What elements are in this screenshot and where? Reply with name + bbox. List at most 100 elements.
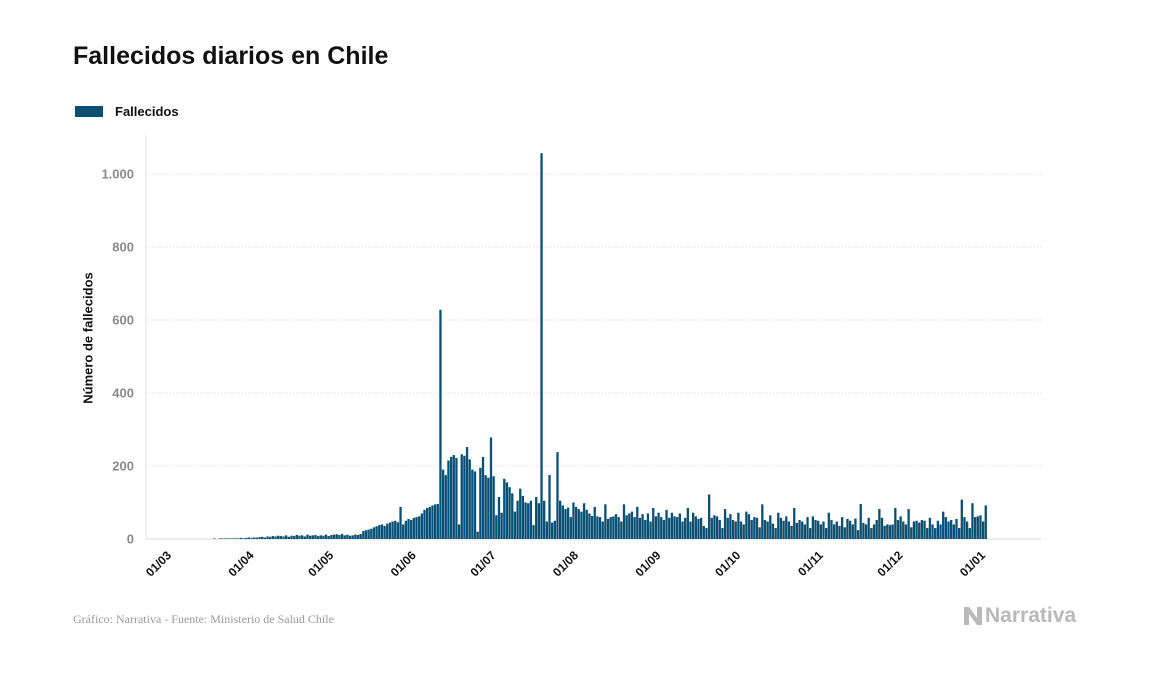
bar[interactable]: [856, 530, 860, 539]
bar[interactable]: [707, 494, 711, 539]
bar[interactable]: [596, 516, 599, 539]
bar[interactable]: [476, 531, 479, 539]
bar[interactable]: [734, 521, 737, 539]
bar[interactable]: [657, 512, 660, 539]
bar[interactable]: [891, 524, 894, 539]
bar[interactable]: [487, 477, 490, 539]
bar[interactable]: [271, 536, 275, 539]
bar[interactable]: [598, 517, 602, 539]
bar[interactable]: [287, 536, 290, 539]
bar[interactable]: [963, 517, 966, 539]
bar[interactable]: [750, 520, 753, 539]
bar[interactable]: [463, 455, 466, 539]
bar[interactable]: [566, 507, 570, 539]
bar[interactable]: [646, 513, 650, 539]
bar[interactable]: [415, 517, 418, 539]
bar[interactable]: [872, 524, 876, 539]
bar[interactable]: [699, 517, 703, 539]
bar[interactable]: [638, 517, 642, 539]
bar[interactable]: [306, 534, 309, 539]
bar[interactable]: [745, 511, 748, 540]
bar[interactable]: [755, 517, 759, 539]
bar[interactable]: [375, 526, 378, 540]
bar[interactable]: [314, 534, 317, 539]
bar[interactable]: [255, 537, 259, 539]
bar[interactable]: [426, 507, 429, 539]
bar[interactable]: [832, 524, 836, 539]
bar[interactable]: [237, 538, 240, 539]
bar[interactable]: [630, 511, 634, 540]
bar[interactable]: [346, 534, 349, 539]
bar[interactable]: [814, 520, 817, 539]
bar[interactable]: [423, 509, 426, 539]
bar[interactable]: [878, 509, 881, 539]
bar[interactable]: [923, 520, 926, 539]
bar[interactable]: [247, 537, 251, 539]
bar[interactable]: [402, 524, 405, 539]
bar[interactable]: [351, 535, 354, 539]
bar[interactable]: [588, 513, 591, 539]
bar[interactable]: [710, 517, 713, 539]
bar[interactable]: [290, 535, 293, 540]
bar[interactable]: [585, 509, 588, 539]
bar[interactable]: [569, 517, 572, 539]
bar[interactable]: [862, 522, 865, 539]
bar[interactable]: [931, 524, 934, 539]
bar[interactable]: [920, 520, 924, 539]
bar[interactable]: [819, 524, 822, 539]
bar[interactable]: [684, 517, 687, 539]
bar[interactable]: [822, 521, 825, 539]
bar[interactable]: [543, 500, 546, 539]
bar[interactable]: [279, 536, 283, 539]
bar[interactable]: [846, 518, 849, 539]
bar[interactable]: [433, 504, 437, 539]
bar[interactable]: [817, 520, 820, 539]
bar[interactable]: [282, 536, 285, 539]
bar[interactable]: [971, 503, 974, 539]
bar[interactable]: [511, 493, 514, 540]
bar[interactable]: [330, 534, 333, 539]
bar[interactable]: [551, 522, 554, 540]
bar[interactable]: [939, 524, 942, 539]
bar[interactable]: [503, 478, 506, 539]
bar[interactable]: [300, 535, 304, 539]
bar[interactable]: [394, 520, 397, 539]
bar[interactable]: [359, 533, 362, 539]
bar[interactable]: [654, 516, 658, 539]
bar[interactable]: [516, 500, 519, 539]
bar[interactable]: [449, 456, 453, 540]
bar[interactable]: [705, 528, 708, 539]
bar[interactable]: [380, 524, 384, 539]
bar[interactable]: [303, 536, 306, 539]
bar[interactable]: [527, 503, 530, 539]
bar[interactable]: [614, 514, 618, 539]
bar[interactable]: [715, 516, 719, 539]
bar[interactable]: [495, 515, 498, 539]
bar[interactable]: [388, 522, 392, 540]
bar[interactable]: [678, 513, 682, 539]
bar[interactable]: [633, 517, 636, 539]
bar[interactable]: [766, 521, 769, 539]
bar[interactable]: [343, 535, 346, 539]
bar[interactable]: [835, 521, 838, 539]
bar[interactable]: [407, 518, 410, 539]
bar[interactable]: [545, 521, 549, 539]
bar[interactable]: [620, 521, 623, 539]
bar[interactable]: [928, 517, 932, 539]
bar[interactable]: [617, 517, 620, 539]
bar[interactable]: [984, 505, 987, 539]
bar[interactable]: [447, 460, 450, 539]
bar[interactable]: [519, 488, 522, 539]
bar[interactable]: [529, 500, 533, 539]
bar[interactable]: [473, 471, 477, 539]
bar[interactable]: [471, 469, 474, 539]
bar[interactable]: [926, 528, 929, 539]
bar[interactable]: [902, 521, 905, 539]
bar[interactable]: [625, 515, 628, 539]
bar[interactable]: [670, 512, 674, 539]
bar[interactable]: [606, 518, 610, 539]
bar[interactable]: [420, 513, 423, 539]
bar[interactable]: [263, 537, 267, 539]
bar[interactable]: [697, 518, 700, 539]
bar[interactable]: [242, 538, 245, 539]
